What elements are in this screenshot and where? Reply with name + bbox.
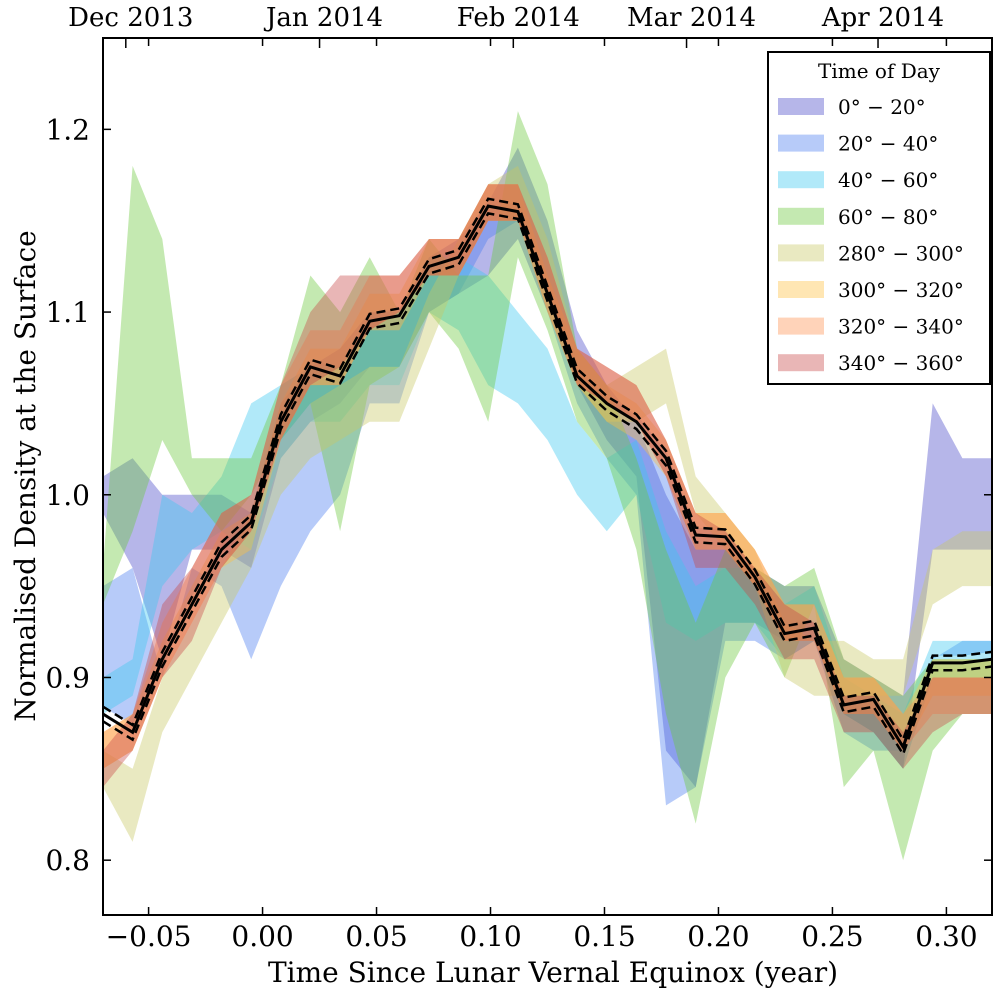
x-tick-label: 0.05: [345, 920, 407, 953]
y-axis: 0.8 0.9 1.0 1.1 1.2: [45, 113, 992, 877]
x-tick-label: −0.05: [106, 920, 192, 953]
y-tick-label: 1.0: [45, 479, 90, 512]
date-tick-label: Apr 2014: [821, 3, 944, 33]
band-340-360: [103, 184, 992, 788]
legend-swatch-300-320: [778, 281, 824, 298]
legend-label-340-360: 340° − 360°: [838, 351, 964, 375]
band-60-80: [103, 111, 992, 861]
legend-swatch-320-340: [778, 317, 824, 335]
x-axis: −0.05 0.00 0.05 0.10 0.15 0.20 0.25 0.30: [106, 38, 978, 953]
band-0-20: [103, 147, 992, 788]
mean-density-line: [103, 204, 992, 751]
x-tick-label: 0.10: [459, 920, 521, 953]
mean-density-lines: [103, 197, 992, 758]
legend-label-60-80: 60° − 80°: [838, 205, 938, 229]
x-tick-label: 0.00: [231, 920, 293, 953]
date-tick-label: Mar 2014: [627, 3, 756, 33]
top-date-axis: Dec 2013 Jan 2014 Feb 2014 Mar 2014 Apr 2014: [68, 3, 944, 48]
band-40-60: [103, 257, 992, 769]
y-tick-label: 0.8: [45, 844, 90, 877]
legend-label-40-60: 40° − 60°: [838, 168, 938, 192]
legend-box: [767, 51, 991, 385]
legend-label-280-300: 280° − 300°: [838, 241, 964, 265]
legend-items: 0° − 20° 20° − 40° 40° − 60° 60° − 80° 280° …: [778, 95, 964, 375]
legend-label-300-320: 300° − 320°: [838, 278, 964, 302]
y-tick-label: 1.1: [45, 296, 90, 329]
legend: Time of Day 0° − 20° 20° − 40° 40° − 60° 60…: [767, 51, 991, 385]
mean-lower-bound-line: [103, 212, 992, 758]
legend-label-0-20: 0° − 20°: [838, 95, 926, 119]
legend-swatch-20-40: [778, 134, 824, 152]
date-tick-label: Feb 2014: [457, 3, 580, 33]
legend-swatch-60-80: [778, 207, 824, 225]
legend-label-320-340: 320° − 340°: [838, 315, 964, 339]
x-axis-label: Time Since Lunar Vernal Equinox (year): [268, 956, 838, 989]
legend-swatch-280-300: [778, 244, 824, 262]
mean-upper-bound-line: [103, 197, 992, 743]
y-tick-label: 1.2: [45, 113, 90, 146]
x-tick-label: 0.20: [687, 920, 749, 953]
plot-frame: [102, 37, 993, 916]
date-tick-label: Dec 2013: [68, 3, 193, 33]
y-axis-label: Normalised Density at the Surface: [9, 230, 42, 722]
date-tick-label: Jan 2014: [263, 3, 383, 33]
x-tick-label: 0.30: [915, 920, 977, 953]
legend-swatch-40-60: [778, 171, 824, 189]
x-tick-label: 0.15: [573, 920, 635, 953]
legend-title: Time of Day: [818, 59, 941, 83]
legend-swatch-340-360: [778, 354, 824, 372]
x-tick-label: 0.25: [801, 920, 863, 953]
legend-label-20-40: 20° − 40°: [838, 132, 938, 156]
y-tick-label: 0.9: [45, 661, 90, 694]
band-320-340: [103, 184, 992, 769]
legend-swatch-0-20: [778, 98, 824, 115]
